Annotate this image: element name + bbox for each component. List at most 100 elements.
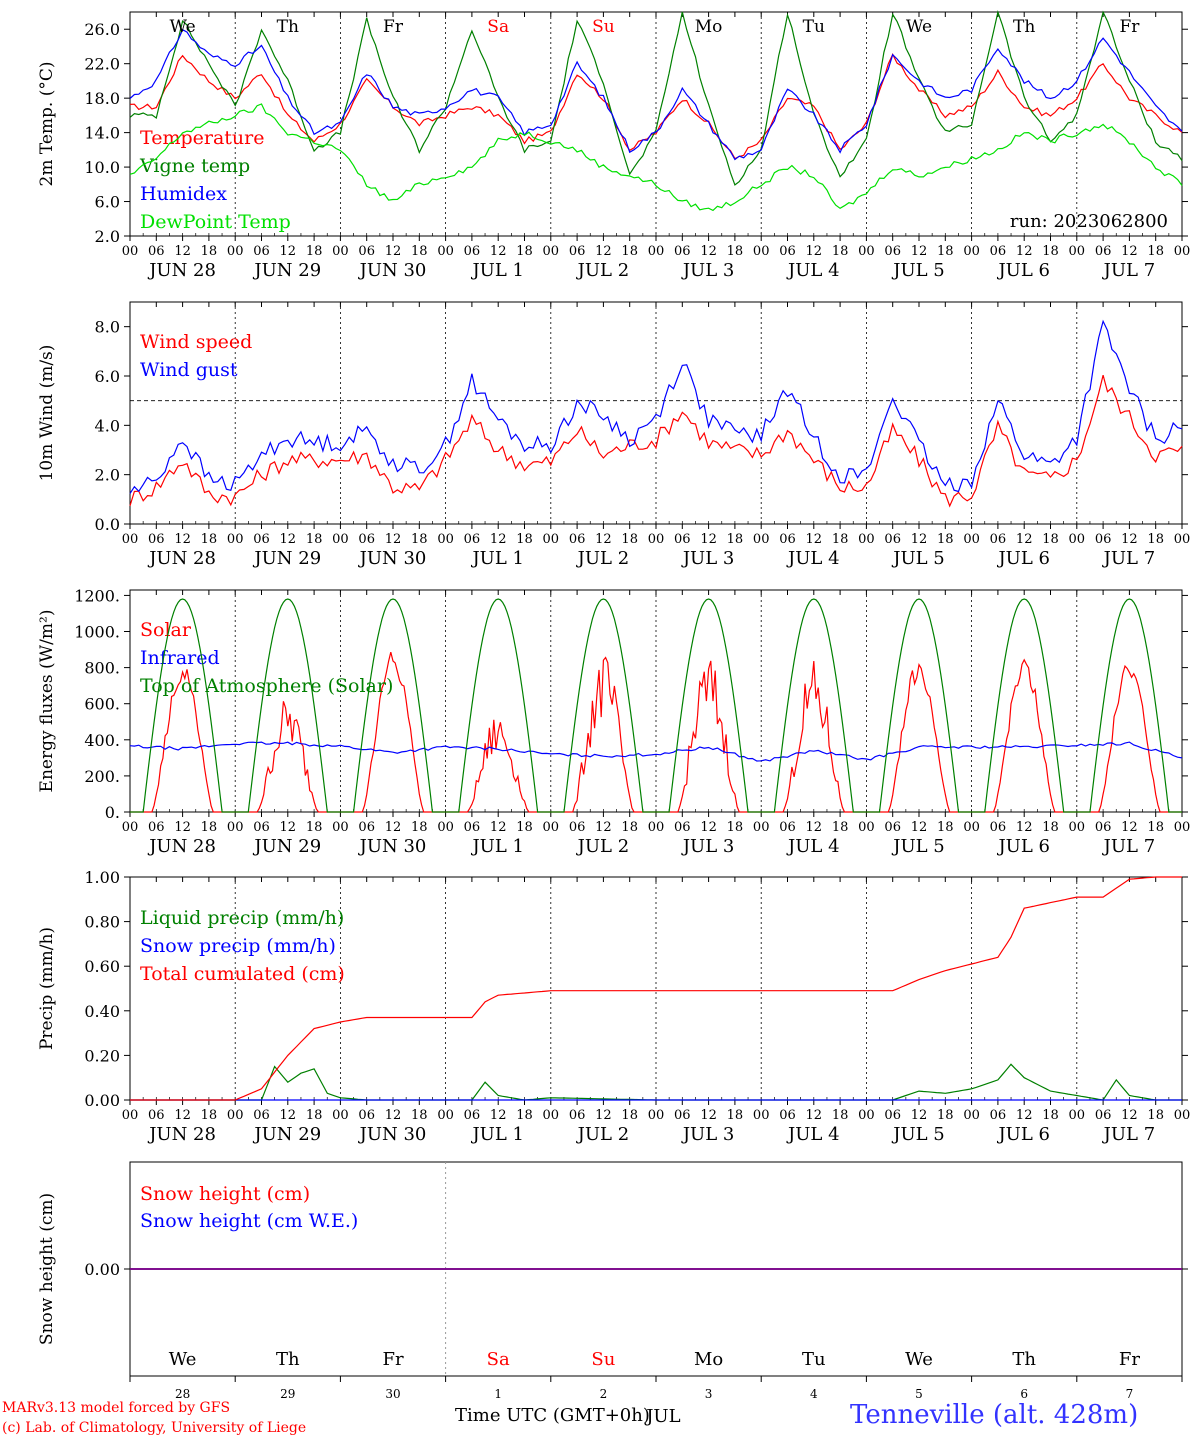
- series-line-wind-gust: [129, 319, 1183, 494]
- hour-tick-label: 06: [253, 532, 270, 547]
- top-day-label: Fr: [1119, 17, 1140, 37]
- hour-tick-label: 12: [700, 820, 717, 835]
- hour-tick-label: 12: [490, 1108, 507, 1123]
- series-line-humidex: [129, 28, 1183, 161]
- hour-tick-label: 18: [727, 1108, 744, 1123]
- hour-tick-label: 12: [1121, 820, 1138, 835]
- date-label: JUL 1: [470, 548, 524, 569]
- y-tick-label: 1.00: [84, 868, 120, 887]
- legend-entry: Solar: [140, 619, 192, 641]
- hour-tick-label: 12: [280, 1108, 297, 1123]
- hour-tick-label: 18: [621, 1108, 638, 1123]
- series-line-vigne-temp: [129, 10, 1183, 186]
- hour-tick-label: 00: [332, 532, 349, 547]
- hour-tick-label: 18: [1042, 532, 1059, 547]
- bottom-day-number: 7: [1126, 1387, 1134, 1401]
- legend-entry: Snow height (cm): [140, 1183, 310, 1205]
- hour-tick-label: 00: [963, 820, 980, 835]
- bottom-day-label: Su: [591, 1349, 615, 1370]
- hour-tick-label: 12: [1121, 1108, 1138, 1123]
- y-tick-label: 400.: [84, 731, 120, 750]
- hour-tick-label: 12: [700, 244, 717, 259]
- date-label: JUN 30: [358, 260, 427, 281]
- hour-tick-label: 12: [700, 532, 717, 547]
- legend-entry: Infrared: [140, 647, 220, 669]
- hour-tick-label: 18: [832, 820, 849, 835]
- hour-tick-label: 00: [753, 532, 770, 547]
- hour-tick-label: 18: [1042, 820, 1059, 835]
- hour-tick-label: 00: [1174, 244, 1191, 259]
- date-label: JUN 30: [358, 836, 427, 857]
- date-label: JUL 6: [996, 548, 1050, 569]
- date-label: JUL 5: [891, 1124, 945, 1145]
- bottom-day-number: 29: [280, 1387, 295, 1401]
- hour-tick-label: 12: [490, 820, 507, 835]
- top-day-label: Th: [277, 17, 299, 37]
- hour-tick-label: 18: [621, 244, 638, 259]
- hour-tick-label: 12: [1016, 244, 1033, 259]
- bottom-day-number: 4: [810, 1387, 818, 1401]
- hour-tick-label: 06: [464, 244, 481, 259]
- hour-tick-label: 12: [806, 244, 823, 259]
- hour-tick-label: 00: [1069, 532, 1086, 547]
- hour-tick-label: 18: [411, 532, 428, 547]
- bottom-day-number: 2: [600, 1387, 608, 1401]
- legend-entry: Humidex: [140, 183, 227, 205]
- hour-tick-label: 18: [1042, 1108, 1059, 1123]
- x-axis-title: Time UTC (GMT+0h): [455, 1405, 650, 1426]
- hour-tick-label: 18: [306, 1108, 323, 1123]
- legend-entry: DewPoint Temp: [140, 211, 291, 233]
- date-label: JUL 6: [996, 836, 1050, 857]
- hour-tick-label: 12: [174, 532, 191, 547]
- hour-tick-label: 06: [464, 532, 481, 547]
- date-label: JUN 29: [252, 836, 321, 857]
- hour-tick-label: 12: [595, 1108, 612, 1123]
- legend-entry: Snow precip (mm/h): [140, 935, 336, 957]
- date-label: JUN 28: [147, 836, 216, 857]
- date-label: JUN 29: [252, 260, 321, 281]
- hour-tick-label: 12: [595, 532, 612, 547]
- hour-tick-label: 00: [1174, 1108, 1191, 1123]
- hour-tick-label: 12: [385, 532, 402, 547]
- hour-tick-label: 12: [806, 1108, 823, 1123]
- y-tick-label: 26.0: [84, 20, 120, 39]
- y-tick-label: 0.60: [84, 957, 120, 976]
- top-day-label: We: [906, 17, 932, 37]
- hour-tick-label: 18: [727, 244, 744, 259]
- hour-tick-label: 12: [385, 820, 402, 835]
- date-label: JUL 4: [786, 836, 840, 857]
- hour-tick-label: 06: [884, 532, 901, 547]
- bottom-day-label: Fr: [1119, 1349, 1140, 1370]
- hour-tick-label: 06: [779, 244, 796, 259]
- series-line-top-of-atmosphere-solar-: [130, 598, 1182, 813]
- date-label: JUN 29: [252, 1124, 321, 1145]
- hour-tick-label: 06: [358, 820, 375, 835]
- hour-tick-label: 00: [227, 532, 244, 547]
- hour-tick-label: 00: [648, 532, 665, 547]
- legend-entry: Liquid precip (mm/h): [140, 907, 344, 929]
- y-tick-label: 6.0: [95, 193, 120, 212]
- hour-tick-label: 12: [911, 532, 928, 547]
- y-tick-label: 0.0: [95, 515, 120, 534]
- date-label: JUL 3: [681, 260, 735, 281]
- y-tick-label: 10.0: [84, 158, 120, 177]
- hour-tick-label: 06: [884, 820, 901, 835]
- hour-tick-label: 18: [1147, 820, 1164, 835]
- hour-tick-label: 18: [937, 532, 954, 547]
- top-day-label: Fr: [383, 17, 404, 37]
- hour-tick-label: 00: [437, 532, 454, 547]
- legend-entry: Wind gust: [140, 359, 238, 381]
- date-label: JUL 4: [786, 260, 840, 281]
- hour-tick-label: 12: [911, 1108, 928, 1123]
- run-label: run: 2023062800: [1010, 211, 1168, 232]
- hour-tick-label: 18: [516, 532, 533, 547]
- hour-tick-label: 06: [253, 1108, 270, 1123]
- hour-tick-label: 06: [148, 820, 165, 835]
- hour-tick-label: 00: [648, 820, 665, 835]
- hour-tick-label: 06: [358, 244, 375, 259]
- date-label: JUL 1: [470, 260, 524, 281]
- hour-tick-label: 00: [1174, 532, 1191, 547]
- hour-tick-label: 00: [753, 820, 770, 835]
- hour-tick-label: 00: [332, 1108, 349, 1123]
